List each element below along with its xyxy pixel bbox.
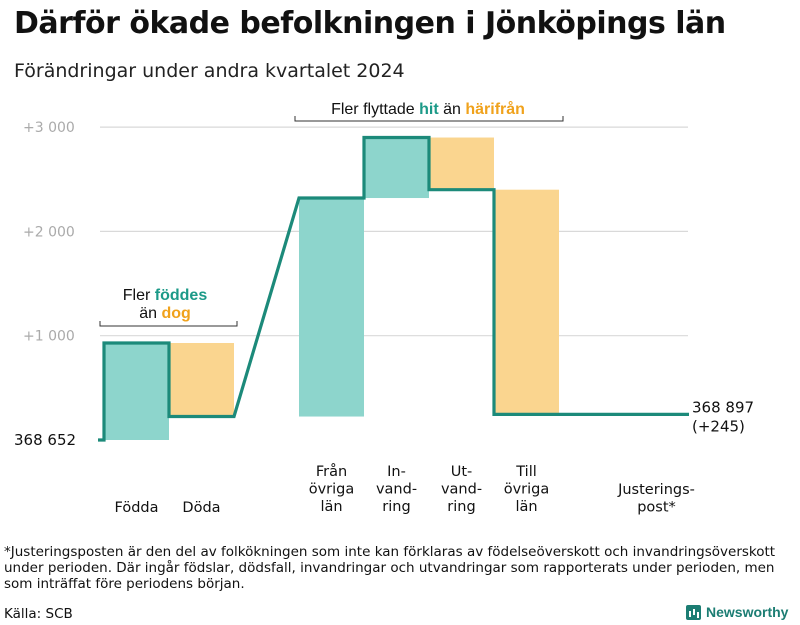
x-category-label: övriga [504, 482, 550, 498]
bar-4 [429, 137, 494, 190]
source-label: Källa: SCB [4, 606, 73, 622]
annotation-part: härifrån [465, 100, 525, 118]
total-step-line [98, 135, 689, 442]
y-tick-label: +2 000 [23, 224, 75, 240]
start-value-label: 368 652 [14, 431, 76, 449]
end-change-label: (+245) [692, 417, 745, 435]
annotation-part: än [439, 101, 466, 118]
annotation-part: hit [419, 101, 439, 118]
footnote: *Justeringsposten är den del av folkökni… [4, 544, 776, 592]
annotation-migration-text: Fler flyttade hit än härifrån [331, 100, 525, 118]
x-category-label: Döda [182, 500, 220, 516]
bar-1 [169, 343, 234, 417]
annotation-part: föddes [155, 287, 208, 304]
annotation-part: dog [161, 305, 190, 322]
x-category-label: ring [447, 499, 475, 515]
waterfall-chart: +1 000 +2 000 +3 000 368 652 368 897(+245) Fö… [14, 100, 754, 516]
newsworthy-logo: Newsworthy [686, 604, 788, 620]
annotation-part: Fler flyttade [331, 101, 419, 118]
x-category-label: Justerings- [617, 482, 695, 498]
annotation-births-text-line2: än dog [139, 305, 191, 322]
x-category-label: post* [637, 500, 676, 516]
chart-title: Därför ökade befolkningen i Jönköpings l… [14, 6, 726, 41]
bar-chart-icon [686, 604, 701, 620]
x-category-label: övriga [309, 482, 355, 498]
x-category-label: län [320, 499, 342, 515]
x-category-label: Födda [115, 500, 159, 516]
annotation-births-bracket [99, 321, 238, 327]
annotation-births-text: Fler föddes [123, 287, 208, 304]
x-category-label: Till [515, 464, 537, 480]
y-tick-label: +1 000 [23, 329, 75, 345]
x-category-label: Från [316, 463, 347, 480]
x-category-label: vand- [376, 482, 417, 498]
annotation-part: än [139, 305, 161, 322]
x-category-label: Ut- [451, 464, 473, 480]
x-category-label: ring [382, 499, 410, 515]
x-category-label: län [515, 499, 537, 515]
bar-3 [364, 137, 429, 199]
x-category-label: In- [387, 464, 406, 480]
annotation-part: Fler [123, 287, 155, 304]
bar-5 [494, 189, 559, 415]
end-value-label: 368 897 [692, 398, 754, 416]
bar-2 [299, 198, 364, 417]
x-category-label: vand- [441, 482, 482, 498]
bar-0 [104, 343, 169, 440]
chart-subtitle: Förändringar under andra kvartalet 2024 [14, 60, 405, 82]
annotation-migration-bracket [294, 116, 564, 122]
logo-text: Newsworthy [706, 604, 789, 620]
y-tick-label: +3 000 [23, 120, 75, 136]
